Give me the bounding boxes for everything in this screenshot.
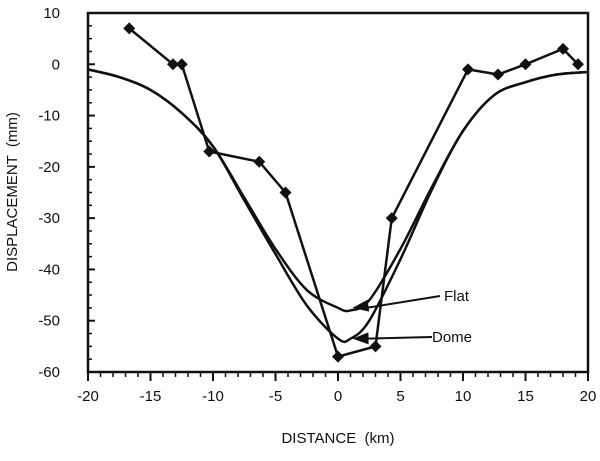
y-axis-title: DISPLACEMENT (mm) [4,112,21,272]
series-line-flat [87,68,589,313]
series-line-observed [128,27,579,358]
data-point-marker [279,186,292,199]
data-point-marker [462,63,474,76]
x-tick-label: 15 [517,388,534,405]
plot-frame [86,11,590,374]
data-point-marker [253,155,266,168]
x-tick-label: 5 [396,388,404,405]
data-point-marker [175,58,188,71]
x-tick-label: -10 [202,388,224,405]
y-tick-label: 0 [52,56,60,73]
annotation-label-flat: Flat [444,288,470,305]
y-tick-label: -60 [38,364,60,381]
y-tick-label: -40 [38,261,60,278]
y-tick-label: -20 [38,159,60,176]
data-point-marker [572,58,584,71]
data-point-marker [369,340,382,353]
data-point-marker [519,58,532,71]
data-point-marker [167,58,179,71]
data-point-marker [492,68,504,81]
x-tick-label: 20 [580,388,597,405]
arrowhead-icon [352,299,370,312]
annotation-arrow-line [366,295,441,309]
x-tick-label: 0 [334,388,342,405]
annotation-label-dome: Dome [432,329,472,346]
data-point-marker [385,212,398,225]
data-point-marker [557,42,569,55]
x-tick-label: 10 [455,388,472,405]
data-point-marker [123,22,136,35]
x-axis-title: DISTANCE (km) [281,430,394,447]
y-tick-label: -10 [38,108,60,125]
arrowhead-icon [352,332,369,345]
annotation-arrow-line [366,336,433,340]
x-tick-label: -20 [77,388,99,405]
series-line-dome [87,68,589,344]
y-tick-label: 10 [43,5,60,22]
data-point-marker [203,145,216,158]
y-tick-label: -50 [38,313,60,330]
y-tick-label: -30 [38,210,60,227]
x-tick-label: -15 [140,388,162,405]
x-tick-label: -5 [269,388,282,405]
data-point-marker [332,350,344,363]
